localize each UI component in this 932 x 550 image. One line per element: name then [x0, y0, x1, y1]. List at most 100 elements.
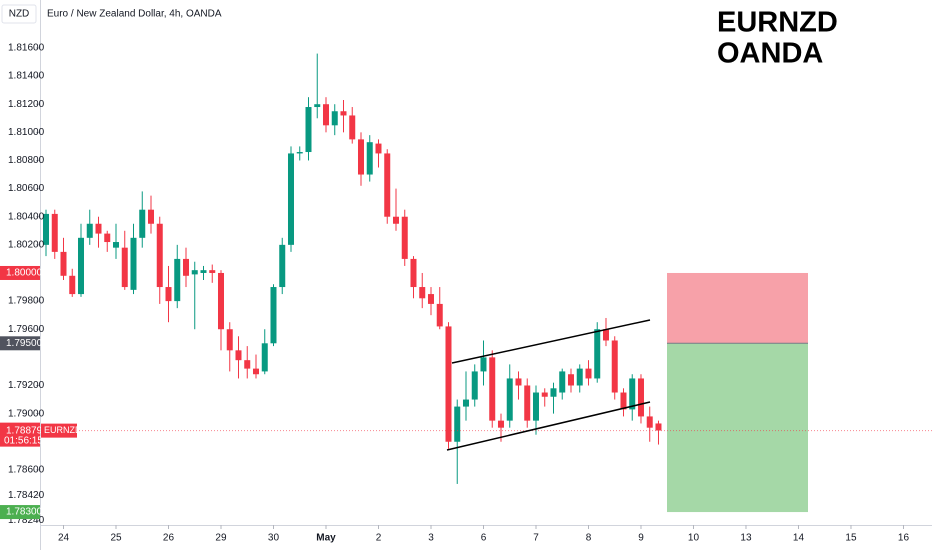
candle-body [576, 368, 583, 386]
candle-body [156, 223, 163, 288]
target-price-label: 1.78300 [6, 507, 43, 518]
x-tick-label: 16 [898, 533, 910, 544]
y-tick-label: 1.79200 [8, 380, 45, 391]
currency-box[interactable] [1, 4, 37, 24]
x-tick-label: 6 [481, 533, 487, 544]
candle-body [340, 111, 347, 116]
x-tick-label: 25 [110, 533, 122, 544]
y-tick-label: 1.79600 [8, 324, 45, 335]
candle-body [235, 350, 242, 361]
candle-body [419, 287, 426, 299]
y-tick-label: 1.81400 [8, 71, 45, 82]
candle-body [226, 329, 233, 351]
candle-body [655, 423, 662, 431]
candle-body [471, 371, 478, 400]
x-tick-label: 13 [740, 533, 752, 544]
candle-body [515, 378, 522, 386]
candle-body [147, 209, 154, 224]
y-tick-label: 1.80400 [8, 211, 45, 222]
candle-body [637, 378, 644, 417]
symbol-box [41, 423, 77, 438]
currency[interactable]: NZD [9, 9, 30, 20]
candle-body [60, 251, 67, 276]
candle-body [541, 392, 548, 397]
candle-body [480, 357, 487, 372]
y-tick-label: 1.80200 [8, 239, 45, 250]
candle-body [454, 406, 461, 442]
candle-body [322, 104, 329, 126]
entry-price-label: 1.79500 [6, 338, 43, 349]
countdown-label: 01:56:15 [4, 435, 43, 446]
y-tick-label: 1.80800 [8, 155, 45, 166]
candle-body [165, 287, 172, 302]
candle-body [524, 385, 531, 421]
channel-upper[interactable] [451, 319, 651, 364]
candle-body [366, 142, 373, 175]
candle-body [489, 357, 496, 421]
x-tick-label: 24 [58, 533, 70, 544]
stop-price-label: 1.80000 [6, 268, 43, 279]
candle-body [174, 258, 181, 302]
candle-body [69, 275, 76, 295]
candle-body [244, 360, 251, 369]
candle-body [86, 223, 93, 238]
plot-area [40, 53, 932, 513]
x-tick-label: 10 [688, 533, 700, 544]
y-tick-label: 1.81200 [8, 99, 45, 110]
candle-body [594, 329, 601, 379]
last-price-box [0, 422, 40, 447]
candle-body [51, 213, 58, 252]
y-tick-label: 1.81000 [8, 127, 45, 138]
candle-body [585, 368, 592, 379]
last-price-label: 1.78879 [6, 425, 43, 436]
candle-body [550, 388, 557, 397]
x-tick-label: 9 [638, 533, 644, 544]
watermark-broker: OANDA [717, 38, 823, 70]
candle-body [191, 270, 198, 275]
candle-body [139, 209, 146, 238]
x-tick-label: 7 [533, 533, 539, 544]
candle-body [611, 340, 618, 393]
candle-body [95, 223, 102, 234]
x-tick-label: 15 [845, 533, 857, 544]
candle-body [410, 258, 417, 288]
candle-body [497, 420, 504, 428]
candle-body [182, 258, 189, 276]
candle-body [296, 152, 303, 154]
target-zone [667, 343, 808, 513]
candle-body [314, 104, 321, 108]
x-tick-label: 29 [215, 533, 227, 544]
candle-body [357, 139, 364, 175]
x-tick-label: 30 [268, 533, 280, 544]
channel-lower[interactable] [446, 401, 651, 451]
candle-body [200, 270, 207, 273]
x-tick-label: 2 [376, 533, 382, 544]
candle-body [78, 237, 85, 295]
stop-price-box [0, 265, 40, 280]
x-tick-label: May [316, 533, 336, 544]
watermark-symbol: EURNZD [717, 7, 838, 39]
x-tick-label: 26 [163, 533, 175, 544]
candle-body [104, 233, 111, 243]
candle-body [375, 143, 382, 154]
candle-body [384, 153, 391, 217]
candle-body [436, 303, 443, 327]
candle-body [279, 244, 286, 288]
candle-body [445, 326, 452, 442]
candle-body [532, 392, 539, 421]
candle-body [209, 270, 216, 273]
candle-body [331, 111, 338, 126]
candle-body [217, 272, 224, 330]
candle-body [506, 378, 513, 421]
y-tick-label: 1.78420 [8, 490, 45, 501]
candle-body [305, 107, 312, 153]
candle-body [629, 378, 636, 410]
symbol-label: EURNZD [44, 425, 82, 435]
y-tick-label: 1.78600 [8, 465, 45, 476]
candle-body [287, 153, 294, 245]
candle-body [261, 343, 268, 372]
candle-body [121, 247, 128, 288]
candle-body [401, 216, 408, 259]
candle-body [559, 371, 566, 393]
candle-body [602, 329, 609, 341]
